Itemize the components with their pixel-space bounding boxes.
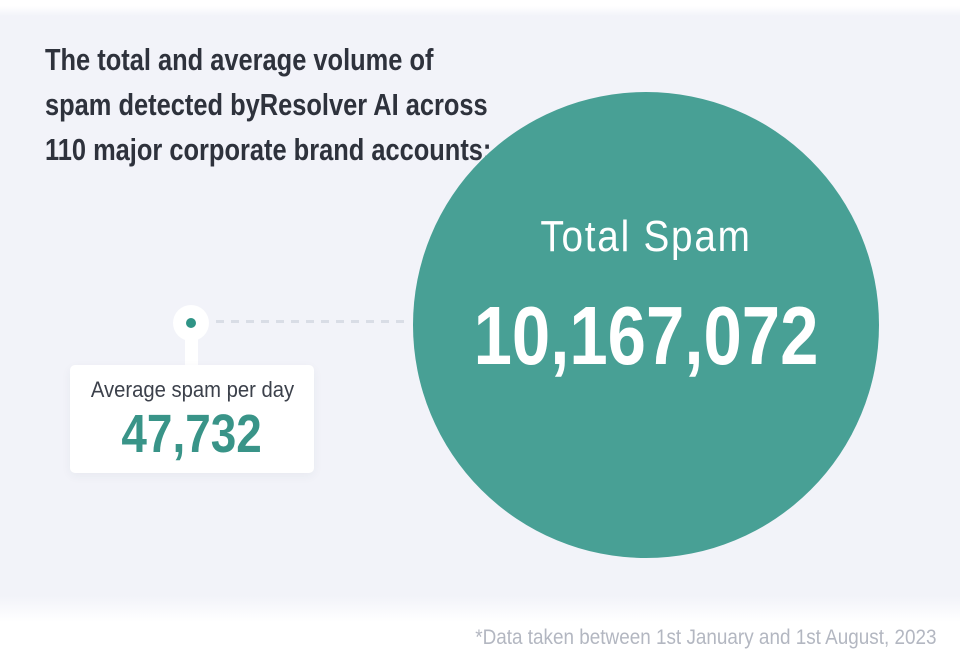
title-line-2: spam detected byResolver AI across — [45, 87, 488, 122]
title-line-3: 110 major corporate brand accounts: — [45, 132, 492, 167]
data-range-footnote: *Data taken between 1st January and 1st … — [475, 626, 937, 649]
title-line-1: The total and average volume of — [45, 42, 434, 77]
total-spam-bubble: Total Spam 10,167,072 — [413, 92, 879, 558]
average-spam-label: Average spam per day — [90, 376, 294, 402]
marker-dot-icon — [186, 318, 196, 328]
average-spam-card: Average spam per day 47,732 — [70, 365, 314, 473]
page-title: The total and average volume of spam det… — [45, 37, 491, 172]
connector-dashed-line — [216, 320, 408, 323]
total-spam-value: 10,167,072 — [473, 289, 819, 382]
total-spam-label: Total Spam — [540, 212, 752, 261]
average-spam-value: 47,732 — [121, 403, 263, 464]
